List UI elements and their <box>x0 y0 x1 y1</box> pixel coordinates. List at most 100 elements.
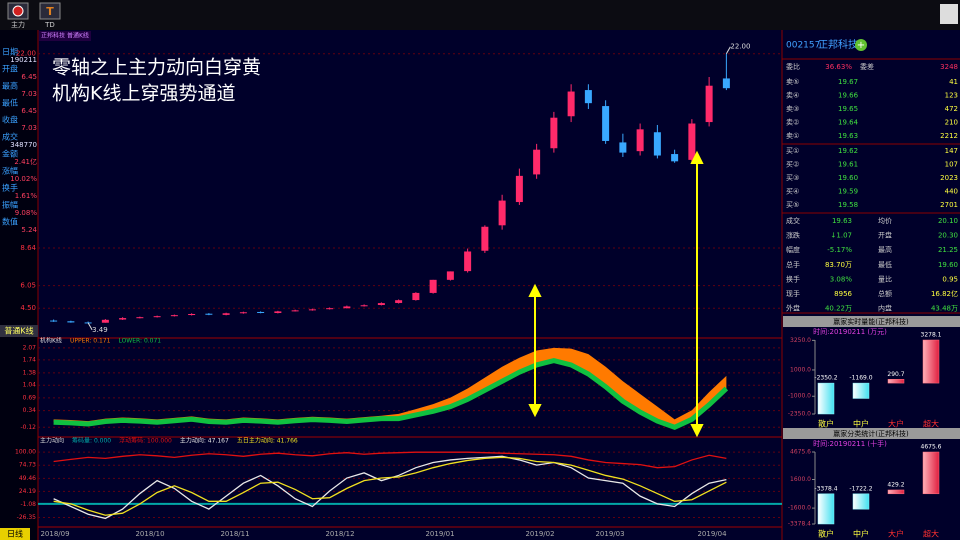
stat-label: 换手 <box>786 274 800 283</box>
candle-body <box>257 311 265 313</box>
y-tick-label: 4.50 <box>20 304 36 312</box>
title-tag <box>39 31 91 41</box>
y-tick-label: -0.12 <box>20 424 36 431</box>
legend-entry: 五日主力动向: 41.766 <box>237 437 298 445</box>
y-tick-label: -3378.4 <box>788 521 811 528</box>
book-label: 卖② <box>786 119 799 127</box>
y-tick-label: 6.05 <box>20 282 36 290</box>
category-label: 散户 <box>818 419 834 429</box>
book-label: 卖⑤ <box>786 78 799 86</box>
category-label: 超大 <box>923 419 939 429</box>
stat-value: 43.48万 <box>931 305 958 313</box>
window-button[interactable] <box>940 4 958 24</box>
category-label: 超大 <box>923 529 939 539</box>
x-tick-label: 2019/04 <box>697 530 727 538</box>
category-label: 大户 <box>888 419 904 429</box>
stat-value: 21.25 <box>938 246 958 254</box>
book-volume: 472 <box>945 105 958 113</box>
candle-body <box>533 149 541 175</box>
toolbar-label: TD <box>44 21 55 29</box>
stat-value: -5.17% <box>827 246 852 254</box>
legend-entry: 机构K线 <box>40 337 62 345</box>
book-label: 买⑤ <box>786 201 799 209</box>
left-strip <box>0 30 38 540</box>
info-value: 6.45 <box>21 107 37 115</box>
ratio-text: 36.63% <box>825 63 852 71</box>
candle-body <box>101 319 109 323</box>
ratio-text: 3248 <box>940 63 958 71</box>
book-volume: 210 <box>945 119 958 127</box>
book-label: 卖④ <box>786 92 799 100</box>
stat-label: 均价 <box>878 216 892 225</box>
info-value: 2.41亿 <box>14 157 37 166</box>
annotation-label: 22.00 <box>730 43 750 51</box>
candle-body <box>429 279 437 293</box>
y-tick-label: 24.19 <box>19 488 36 495</box>
candle-body <box>515 175 523 203</box>
stock-name: 正邦科技 <box>818 38 858 51</box>
y-tick-label: 1.38 <box>23 369 37 376</box>
book-volume: 107 <box>945 161 958 169</box>
candle-body <box>550 117 558 149</box>
candle-body <box>119 318 127 320</box>
book-volume: 2212 <box>940 132 958 140</box>
annotation-arrows <box>528 150 704 438</box>
bar-value-label: -1169.0 <box>849 375 872 382</box>
x-tick-label: 2018/11 <box>220 530 249 538</box>
y-tick-label: 74.73 <box>19 462 36 469</box>
band-line <box>53 358 729 430</box>
info-value: 190211 <box>10 56 37 64</box>
bar-value-label: -3378.4 <box>814 485 837 492</box>
book-volume: 123 <box>945 92 958 100</box>
candle-body <box>619 142 627 153</box>
stat-label: 开盘 <box>878 231 892 240</box>
toolbar-icon[interactable] <box>39 2 61 20</box>
book-label: 卖① <box>786 132 799 140</box>
info-value: 1.61% <box>15 192 38 200</box>
legend-entry: 主力动向: 47.167 <box>180 437 229 445</box>
y-tick-label: 1600.0 <box>790 476 811 483</box>
bar-value-label: 4675.6 <box>921 444 942 451</box>
toolbar-label: 主力 <box>11 20 25 29</box>
overlay-text: 零轴之上主力动向白穿黄 <box>52 57 261 79</box>
book-label: 买③ <box>786 174 799 182</box>
stat-label: 外盘 <box>786 304 800 313</box>
stat-value: 16.82亿 <box>931 289 958 298</box>
annotation-label: 3.49 <box>92 326 108 334</box>
bar <box>922 339 940 384</box>
info-label: 成交 <box>2 132 18 142</box>
chart-subtitle: 普通K线 <box>67 32 89 40</box>
y-tick-label: -1000.0 <box>788 393 811 400</box>
y-tick-label: 1.74 <box>23 356 37 363</box>
add-button[interactable] <box>855 39 867 51</box>
stat-value: 8956 <box>834 290 852 298</box>
candle-body <box>446 271 454 280</box>
book-price: 19.62 <box>838 147 858 155</box>
y-tick-label: 100.00 <box>15 449 36 456</box>
y-tick-label: 1.04 <box>23 382 37 389</box>
info-value: 6.45 <box>21 73 37 81</box>
info-label: 收盘 <box>2 115 18 125</box>
bar <box>852 382 870 399</box>
book-price: 19.63 <box>838 132 858 140</box>
book-price: 19.61 <box>838 161 858 169</box>
y-tick-label: -1.08 <box>20 501 36 508</box>
book-price: 19.58 <box>838 201 858 209</box>
stat-value: 20.30 <box>938 232 958 240</box>
stat-label: 总额 <box>878 289 892 298</box>
bar <box>887 489 905 495</box>
tab[interactable] <box>0 325 38 337</box>
x-tick-label: 2018/12 <box>325 530 354 538</box>
book-label: 买④ <box>786 188 799 196</box>
stat-value: 20.10 <box>938 217 958 225</box>
stock-code: 002157 <box>786 41 820 51</box>
tab[interactable] <box>0 528 30 540</box>
stat-value: ↓1.07 <box>831 232 852 240</box>
candle-body <box>671 154 679 162</box>
stat-label: 内盘 <box>878 304 892 313</box>
info-label: 振幅 <box>2 200 18 210</box>
book-price: 19.64 <box>838 119 859 127</box>
y-tick-label: 8.64 <box>20 244 36 252</box>
info-value: 348770 <box>10 141 37 149</box>
candle-body <box>50 320 58 322</box>
